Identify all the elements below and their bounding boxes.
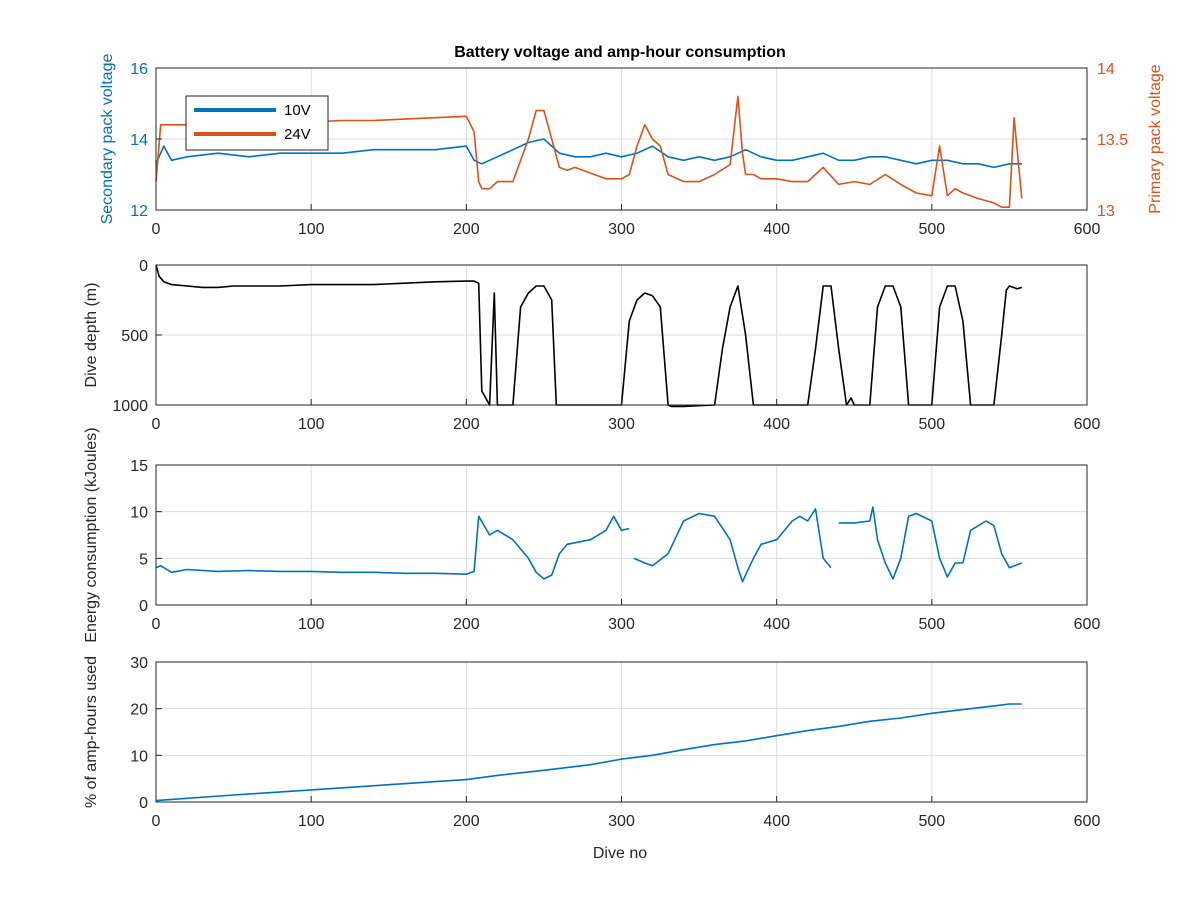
series-line-3-1 bbox=[155, 506, 1023, 583]
y2-axis-label: Primary pack voltage bbox=[1147, 64, 1164, 213]
x-tick-label: 300 bbox=[608, 221, 635, 238]
y2-tick-label: 13.5 bbox=[1097, 132, 1128, 149]
y-tick-label: 15 bbox=[130, 458, 148, 475]
y-tick-label: 0 bbox=[139, 598, 148, 615]
x-tick-label: 0 bbox=[152, 416, 161, 433]
x-tick-label: 500 bbox=[918, 221, 945, 238]
x-tick-label: 400 bbox=[763, 221, 790, 238]
x-axis-label: Dive no bbox=[593, 845, 647, 862]
y-tick-label: 500 bbox=[121, 328, 148, 345]
subplot-1: 0 100 200 300 400 500 600 12 14 16 Secondary pack … bbox=[99, 54, 1164, 238]
x-tick-label: 300 bbox=[608, 416, 635, 433]
x-tick-label: 200 bbox=[453, 221, 480, 238]
y-tick-label: 12 bbox=[130, 203, 148, 220]
x-tick-label: 300 bbox=[608, 813, 635, 830]
legend-label-10v: 10V bbox=[284, 102, 311, 119]
x-tick-label: 200 bbox=[453, 813, 480, 830]
y-tick-label: 30 bbox=[130, 655, 148, 672]
y-tick-label: 16 bbox=[130, 61, 148, 78]
y-axis-label: Energy consumption (kJoules) bbox=[83, 427, 100, 642]
y-axis-label: % of amp-hours used bbox=[83, 656, 100, 808]
y-axis-label: Dive depth (m) bbox=[83, 283, 100, 388]
x-tick-label: 300 bbox=[608, 616, 635, 633]
x-tick-label: 500 bbox=[918, 416, 945, 433]
y-tick-label: 10 bbox=[130, 505, 148, 522]
x-tick-label: 600 bbox=[1074, 616, 1101, 633]
x-tick-label: 400 bbox=[763, 616, 790, 633]
subplot-4: 0 100 200 300 400 500 600 0 10 20 30 % of amp-hours… bbox=[83, 655, 1100, 830]
y-tick-label: 0 bbox=[139, 258, 148, 275]
x-tick-label: 100 bbox=[298, 616, 325, 633]
x-tick-label: 600 bbox=[1074, 813, 1101, 830]
subplot-2: 0 100 200 300 400 500 600 0 500 1000 Dive depth (m… bbox=[83, 258, 1100, 433]
x-tick-label: 100 bbox=[298, 813, 325, 830]
y2-tick-label: 13 bbox=[1097, 203, 1115, 220]
figure-title: Battery voltage and amp-hour consumption bbox=[454, 44, 786, 61]
series-line-10v bbox=[155, 138, 1022, 169]
x-tick-label: 600 bbox=[1074, 416, 1101, 433]
x-tick-label: 500 bbox=[918, 616, 945, 633]
x-tick-label: 500 bbox=[918, 813, 945, 830]
subplot-3: 0 100 200 300 400 500 600 0 5 10 15 Energy consumpt… bbox=[83, 427, 1100, 642]
x-tick-label: 100 bbox=[298, 221, 325, 238]
x-tick-label: 200 bbox=[453, 416, 480, 433]
x-tick-label: 0 bbox=[152, 221, 161, 238]
x-tick-label: 0 bbox=[152, 616, 161, 633]
y2-tick-label: 14 bbox=[1097, 61, 1115, 78]
legend-label-24v: 24V bbox=[284, 126, 311, 143]
y-tick-label: 10 bbox=[130, 748, 148, 765]
x-tick-label: 400 bbox=[763, 813, 790, 830]
y-tick-label: 1000 bbox=[112, 398, 148, 415]
x-tick-label: 0 bbox=[152, 813, 161, 830]
legend-box bbox=[185, 95, 329, 151]
series-line-24v bbox=[155, 95, 1023, 208]
y-tick-label: 0 bbox=[139, 795, 148, 812]
x-tick-label: 200 bbox=[453, 616, 480, 633]
series-line-4-1 bbox=[155, 703, 1022, 802]
y-tick-label: 5 bbox=[139, 551, 148, 568]
y-axis-label: Secondary pack voltage bbox=[99, 54, 116, 225]
x-tick-label: 400 bbox=[763, 416, 790, 433]
y-tick-label: 14 bbox=[130, 132, 148, 149]
x-tick-label: 100 bbox=[298, 416, 325, 433]
x-tick-label: 600 bbox=[1074, 221, 1101, 238]
y-tick-label: 20 bbox=[130, 702, 148, 719]
